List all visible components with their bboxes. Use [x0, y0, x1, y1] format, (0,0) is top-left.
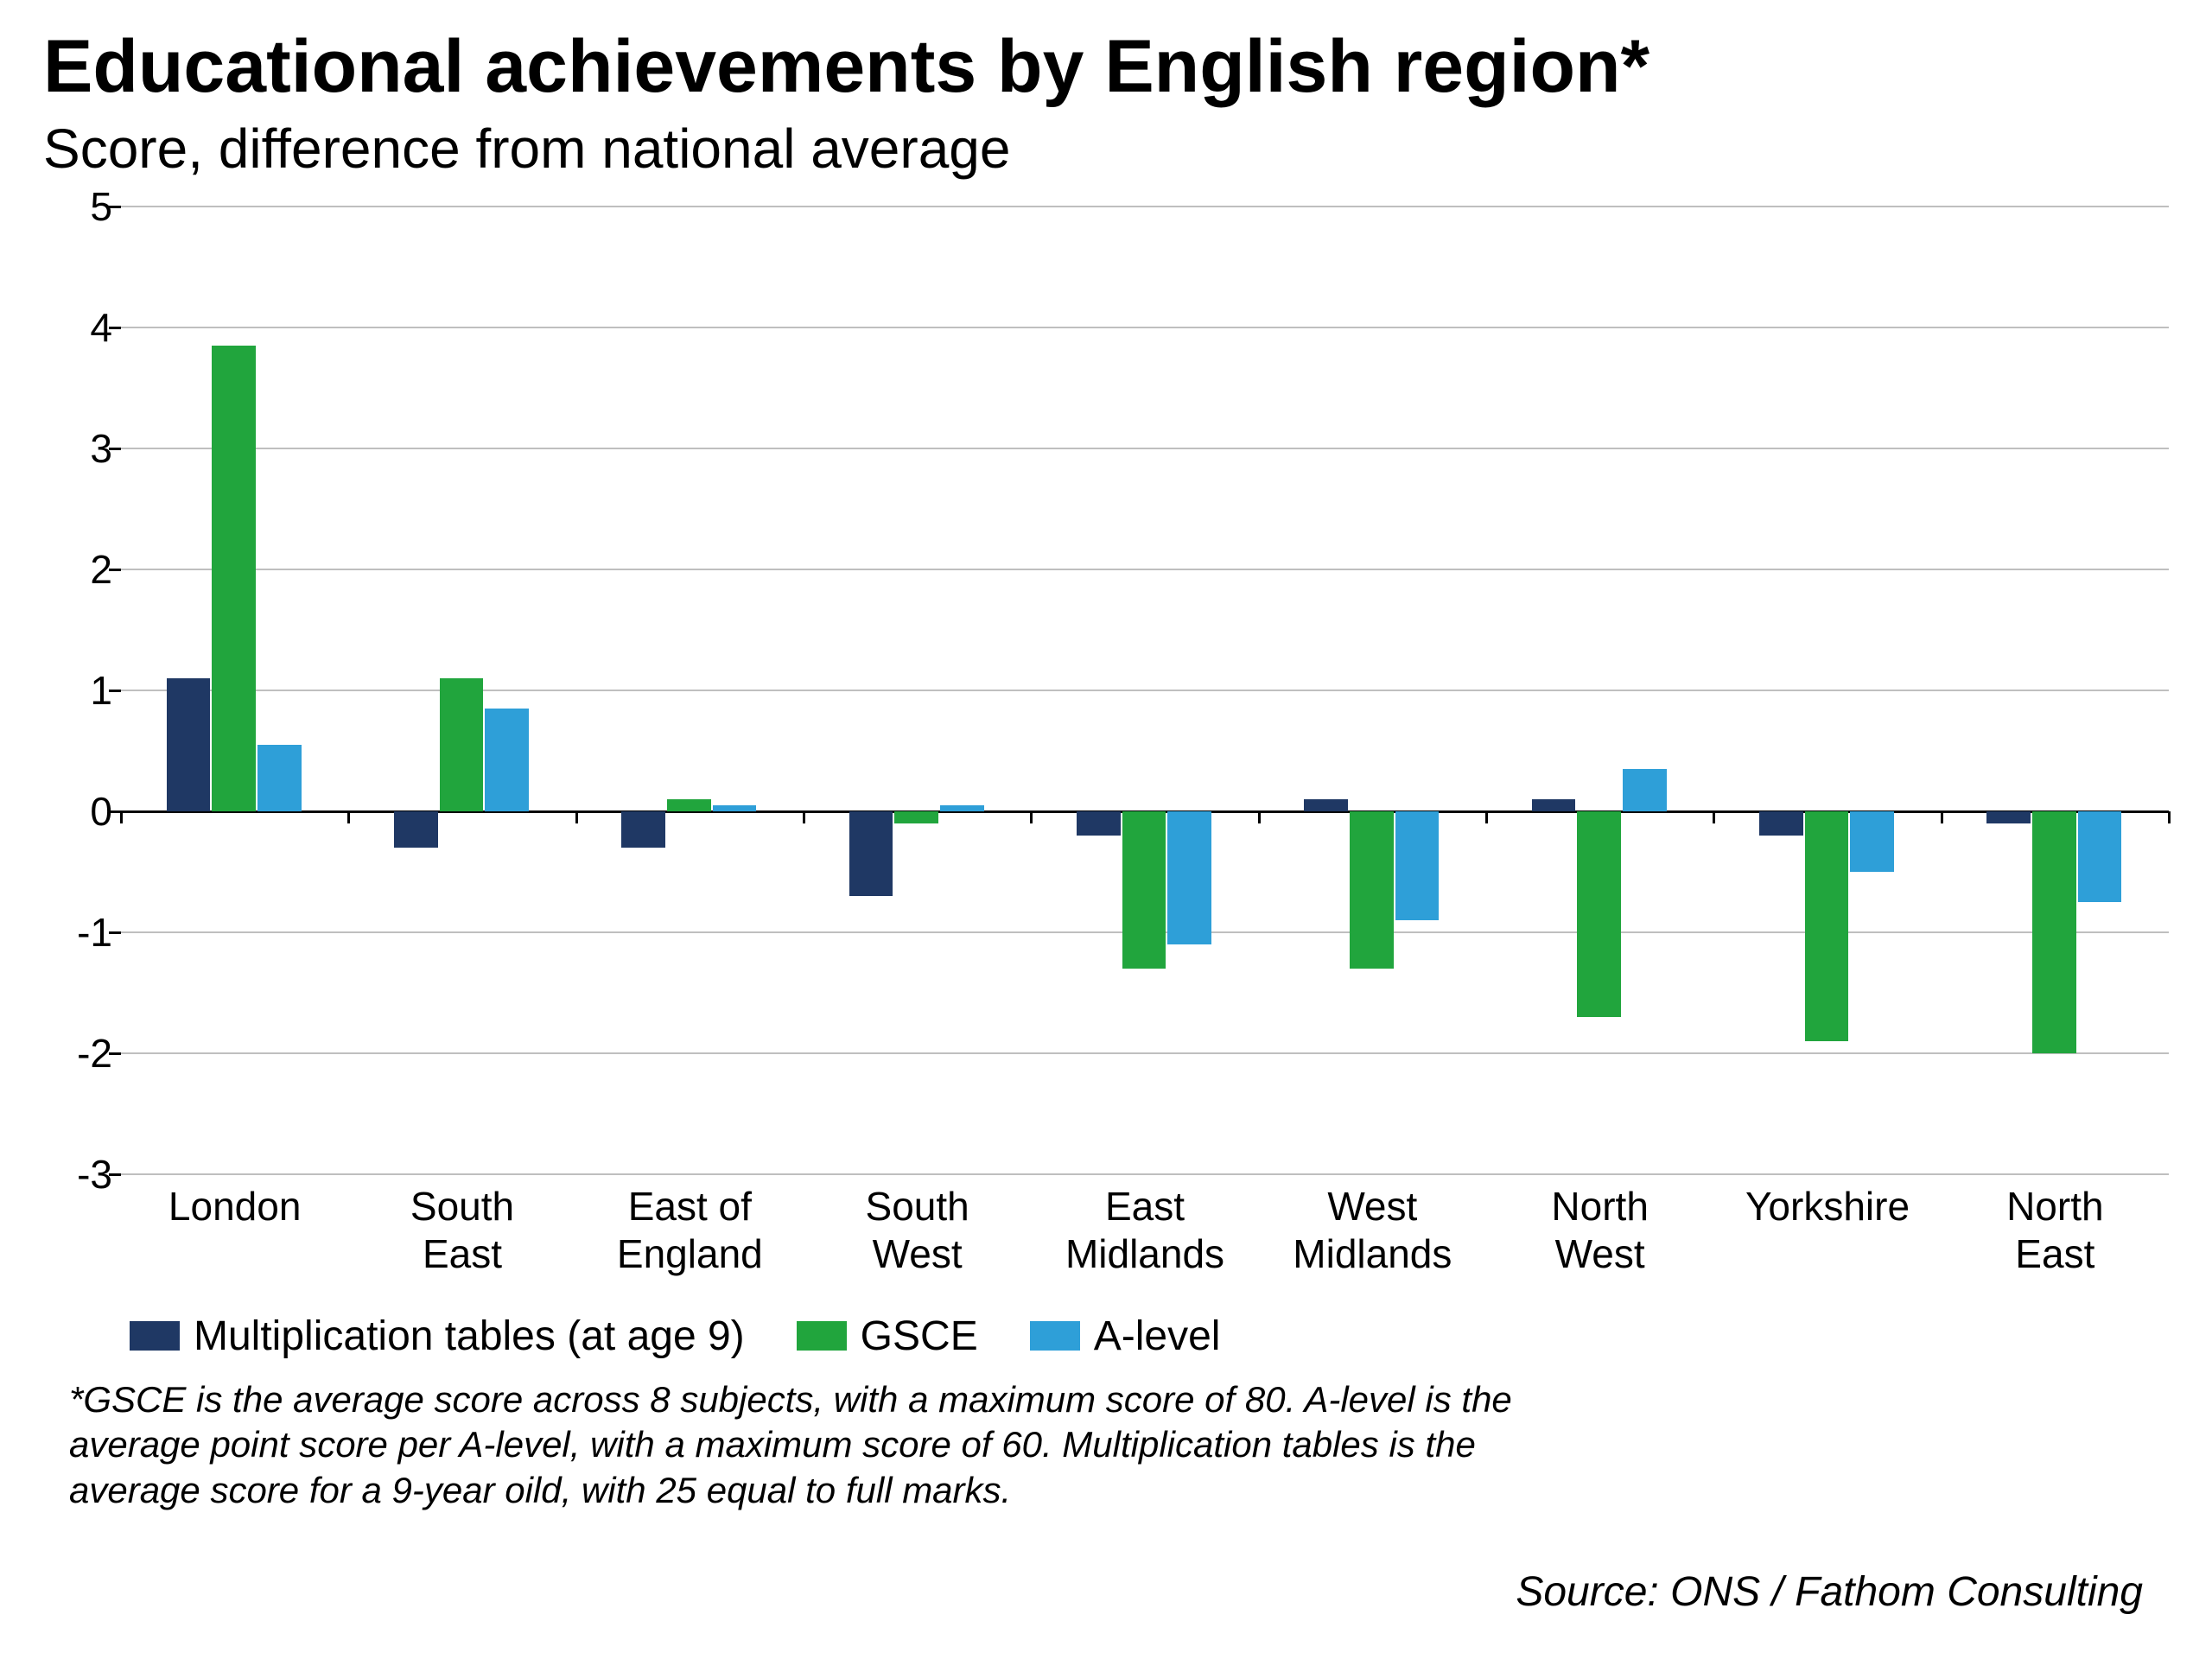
y-tick-mark: [109, 931, 121, 934]
bar: [2078, 811, 2122, 902]
y-tick-label: 2: [43, 546, 112, 593]
gridline: [121, 569, 2169, 570]
x-axis-labels: London South East East of England South Wes…: [121, 1174, 2169, 1295]
legend-swatch: [1030, 1321, 1080, 1351]
footnote: *GSCE is the average score across 8 subj…: [69, 1377, 1538, 1514]
legend-label: A-level: [1094, 1313, 1221, 1360]
gridline: [121, 448, 2169, 449]
bar: [1167, 811, 1211, 944]
bar: [394, 811, 438, 848]
x-tick-label: London: [168, 1183, 302, 1230]
bar: [257, 745, 302, 811]
legend-item: GSCE: [797, 1313, 978, 1360]
source-attribution: Source: ONS / Fathom Consulting: [1516, 1568, 2143, 1616]
y-tick-mark: [109, 569, 121, 571]
x-tick-mark: [1258, 811, 1261, 823]
bar: [212, 346, 256, 811]
y-tick-mark: [109, 327, 121, 329]
y-tick-label: 1: [43, 667, 112, 714]
bar: [1532, 799, 1576, 811]
y-tick-label: -3: [43, 1151, 112, 1198]
x-tick-mark: [120, 811, 123, 823]
x-tick-mark: [1030, 811, 1033, 823]
bar: [940, 805, 984, 811]
bar: [2032, 811, 2076, 1053]
gridline: [121, 690, 2169, 691]
bar: [1850, 811, 1894, 872]
bar: [1623, 769, 1667, 811]
y-tick-label: -1: [43, 909, 112, 956]
x-tick-label: South West: [866, 1183, 969, 1278]
bar: [1304, 799, 1348, 811]
x-tick-mark: [575, 811, 578, 823]
bar: [485, 709, 529, 811]
y-tick-label: 5: [43, 183, 112, 230]
y-tick-mark: [109, 1173, 121, 1176]
y-tick-mark: [109, 206, 121, 208]
chart-subtitle: Score, difference from national average: [43, 117, 2169, 181]
bar: [1395, 811, 1440, 920]
legend-swatch: [797, 1321, 847, 1351]
legend-label: GSCE: [861, 1313, 978, 1360]
bar: [894, 811, 938, 823]
x-tick-label: North East: [2006, 1183, 2103, 1278]
x-tick-mark: [1941, 811, 1943, 823]
gridline: [121, 206, 2169, 207]
bar: [849, 811, 893, 896]
gridline: [121, 327, 2169, 328]
y-tick-label: 4: [43, 304, 112, 351]
bar: [1759, 811, 1803, 836]
y-tick-label: -2: [43, 1030, 112, 1077]
y-tick-mark: [109, 690, 121, 692]
y-tick-label: 0: [43, 788, 112, 835]
legend-item: Multiplication tables (at age 9): [130, 1313, 745, 1360]
legend-item: A-level: [1030, 1313, 1221, 1360]
x-tick-mark: [1713, 811, 1715, 823]
bar: [621, 811, 665, 848]
x-tick-mark: [1485, 811, 1488, 823]
bar: [440, 678, 484, 811]
chart-title: Educational achievements by English regi…: [43, 26, 2169, 108]
x-tick-mark: [803, 811, 805, 823]
bar: [1122, 811, 1166, 969]
legend: Multiplication tables (at age 9) GSCE A-le…: [130, 1313, 2169, 1360]
bar: [713, 805, 757, 811]
bar: [1350, 811, 1394, 969]
bar: [167, 678, 211, 811]
y-tick-mark: [109, 1052, 121, 1055]
x-tick-mark: [2168, 811, 2171, 823]
x-tick-label: South East: [410, 1183, 514, 1278]
x-tick-label: East Midlands: [1065, 1183, 1224, 1278]
x-tick-label: West Midlands: [1293, 1183, 1452, 1278]
x-tick-label: North West: [1551, 1183, 1648, 1278]
bar: [1577, 811, 1621, 1017]
y-tick-mark: [109, 448, 121, 450]
x-tick-mark: [347, 811, 350, 823]
y-tick-label: 3: [43, 425, 112, 472]
plot-area: -3-2-1012345: [121, 207, 2169, 1174]
x-tick-label: East of England: [617, 1183, 763, 1278]
bar: [667, 799, 711, 811]
legend-swatch: [130, 1321, 180, 1351]
bar: [1805, 811, 1849, 1041]
y-tick-mark: [109, 810, 121, 813]
chart-area: -3-2-1012345 London South East East of Eng…: [121, 207, 2169, 1295]
legend-label: Multiplication tables (at age 9): [194, 1313, 745, 1360]
bar: [1986, 811, 2031, 823]
bar: [1077, 811, 1121, 836]
gridline: [121, 1052, 2169, 1054]
x-tick-label: Yorkshire: [1745, 1183, 1910, 1230]
